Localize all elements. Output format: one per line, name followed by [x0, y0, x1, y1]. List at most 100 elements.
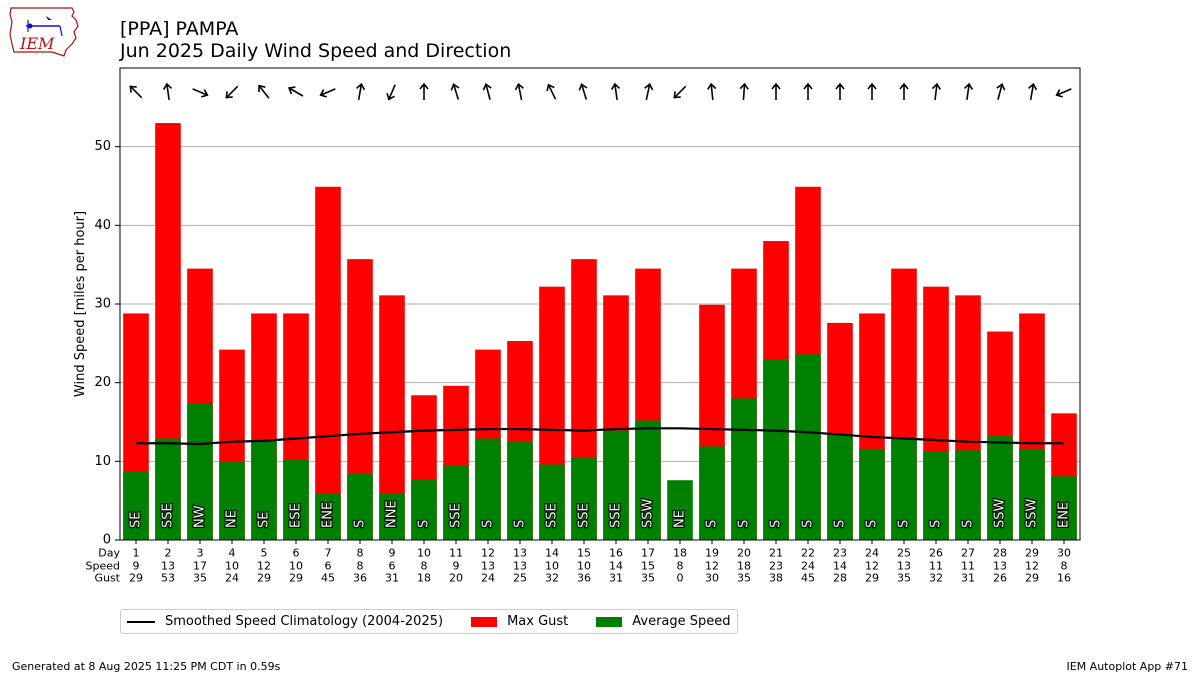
wind-arrow-icon — [419, 82, 429, 100]
day-label: 25 — [897, 547, 911, 560]
legend-label-speed: Average Speed — [632, 614, 731, 629]
speed-label: 11 — [961, 560, 975, 573]
day-label: 7 — [325, 547, 332, 560]
gust-label: 29 — [1025, 572, 1039, 585]
direction-label: SSW — [641, 498, 656, 528]
legend-item-climatology: Smoothed Speed Climatology (2004-2025) — [127, 614, 443, 629]
wind-arrow-icon — [899, 82, 909, 100]
gust-label: 30 — [705, 572, 719, 585]
wind-arrow-icon — [287, 86, 304, 97]
gust-label: 36 — [577, 572, 591, 585]
speed-bar — [571, 457, 597, 540]
speed-bar — [795, 354, 821, 540]
speed-label: 9 — [453, 560, 460, 573]
day-label: 15 — [577, 547, 591, 560]
speed-label: 6 — [325, 560, 332, 573]
wind-arrow-icon — [129, 85, 143, 99]
speed-bar — [923, 451, 949, 540]
climatology-line — [136, 427, 1064, 446]
day-label: 12 — [481, 547, 495, 560]
gust-label: 28 — [833, 572, 847, 585]
speed-label: 10 — [225, 560, 239, 573]
day-label: 6 — [293, 547, 300, 560]
wind-arrow-icon — [162, 82, 173, 101]
direction-label: SSE — [545, 503, 560, 528]
wind-arrow-icon — [386, 84, 396, 101]
speed-label: 10 — [289, 560, 303, 573]
direction-label: S — [417, 520, 432, 528]
wind-arrow-icon — [963, 82, 974, 101]
speed-label: 13 — [513, 560, 527, 573]
gust-label: 29 — [129, 572, 143, 585]
y-tick-label: 30 — [94, 297, 111, 312]
direction-label: NE — [673, 510, 688, 528]
wind-arrow-icon — [610, 82, 621, 101]
row-label: Speed — [86, 560, 120, 573]
gust-label: 29 — [257, 572, 271, 585]
speed-bar — [859, 448, 885, 540]
day-label: 17 — [641, 547, 655, 560]
direction-label: SSE — [577, 503, 592, 528]
gust-label: 20 — [449, 572, 463, 585]
speed-bar — [603, 430, 629, 540]
day-label: 24 — [865, 547, 879, 560]
gust-label: 32 — [545, 572, 559, 585]
day-label: 8 — [357, 547, 364, 560]
y-tick-label: 20 — [94, 375, 111, 390]
legend-gust-swatch — [471, 616, 498, 627]
gust-label: 26 — [993, 572, 1007, 585]
gust-bar — [315, 186, 341, 540]
speed-bar — [411, 479, 437, 540]
speed-label: 12 — [705, 560, 719, 573]
legend-label-climatology: Smoothed Speed Climatology (2004-2025) — [165, 614, 444, 629]
legend-line-swatch — [127, 620, 155, 623]
direction-label: S — [737, 520, 752, 528]
direction-label: SSE — [161, 503, 176, 528]
speed-label: 23 — [769, 560, 783, 573]
day-label: 11 — [449, 547, 463, 560]
gust-label: 38 — [769, 572, 783, 585]
speed-label: 12 — [1025, 560, 1039, 573]
direction-label: S — [353, 520, 368, 528]
chart-title: Jun 2025 Daily Wind Speed and Direction — [120, 40, 512, 62]
speed-label: 13 — [481, 560, 495, 573]
speed-bar — [891, 437, 917, 540]
direction-label: SSE — [449, 503, 464, 528]
legend-item-speed: Average Speed — [596, 614, 731, 629]
direction-label: S — [865, 520, 880, 528]
row-label: Day — [98, 547, 120, 560]
direction-label: S — [961, 520, 976, 528]
speed-label: 12 — [257, 560, 271, 573]
gust-label: 24 — [481, 572, 495, 585]
wind-arrow-icon — [450, 83, 460, 100]
direction-label: ENE — [321, 502, 336, 528]
gust-label: 35 — [641, 572, 655, 585]
generated-timestamp: Generated at 8 Aug 2025 11:25 PM CDT in … — [12, 660, 281, 673]
speed-bar — [1019, 448, 1045, 540]
legend-speed-swatch — [596, 616, 623, 627]
gust-label: 35 — [737, 572, 751, 585]
day-label: 4 — [229, 547, 236, 560]
wind-arrow-icon — [356, 82, 366, 101]
speed-label: 10 — [577, 560, 591, 573]
app-credit: IEM Autoplot App #71 — [1066, 660, 1189, 673]
day-label: 22 — [801, 547, 815, 560]
speed-bar — [763, 359, 789, 540]
gust-label: 0 — [677, 572, 684, 585]
day-label: 3 — [197, 547, 204, 560]
wind-arrow-icon — [644, 82, 654, 100]
speed-label: 8 — [1061, 560, 1068, 573]
speed-bar — [731, 398, 757, 540]
speed-bar — [251, 441, 277, 540]
speed-bar — [155, 438, 181, 540]
legend-item-gust: Max Gust — [471, 614, 568, 629]
day-label: 23 — [833, 547, 847, 560]
gust-label: 35 — [897, 572, 911, 585]
direction-label: S — [929, 520, 944, 528]
day-label: 1 — [133, 547, 140, 560]
speed-label: 8 — [421, 560, 428, 573]
day-label: 9 — [389, 547, 396, 560]
speed-label: 17 — [193, 560, 207, 573]
direction-label: ENE — [1057, 502, 1072, 528]
wind-arrow-icon — [771, 82, 781, 100]
